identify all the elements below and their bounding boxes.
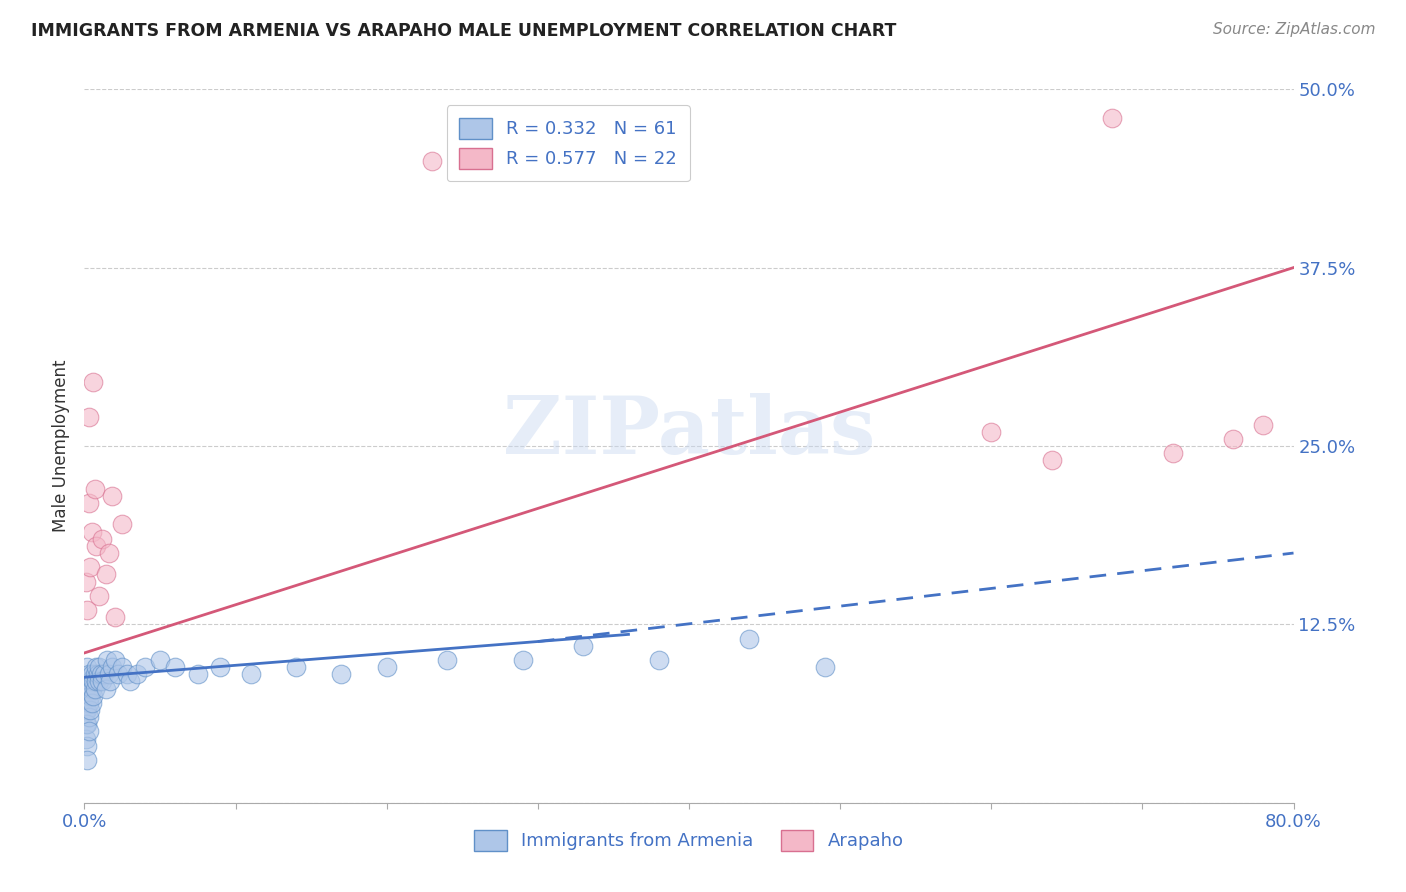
Point xyxy=(79,703,101,717)
Point xyxy=(1101,111,1123,125)
Point xyxy=(77,696,100,710)
Point xyxy=(134,660,156,674)
Point xyxy=(80,524,103,539)
Point xyxy=(76,689,98,703)
Point xyxy=(79,689,101,703)
Point xyxy=(375,660,398,674)
Point xyxy=(107,667,129,681)
Point xyxy=(512,653,534,667)
Point xyxy=(84,681,107,696)
Point xyxy=(165,660,187,674)
Point xyxy=(93,667,115,681)
Point xyxy=(76,739,98,753)
Point xyxy=(94,567,117,582)
Point xyxy=(82,674,104,689)
Point xyxy=(76,753,98,767)
Point xyxy=(89,589,111,603)
Point xyxy=(77,724,100,739)
Point xyxy=(104,610,127,624)
Point xyxy=(82,689,104,703)
Point xyxy=(76,703,98,717)
Point xyxy=(94,681,117,696)
Point xyxy=(77,710,100,724)
Point xyxy=(75,731,97,746)
Text: Source: ZipAtlas.com: Source: ZipAtlas.com xyxy=(1212,22,1375,37)
Point xyxy=(87,667,110,681)
Y-axis label: Male Unemployment: Male Unemployment xyxy=(52,359,70,533)
Point xyxy=(1253,417,1275,432)
Point xyxy=(77,667,100,681)
Point xyxy=(420,153,443,168)
Point xyxy=(118,674,141,689)
Point xyxy=(91,674,114,689)
Point xyxy=(1161,446,1184,460)
Point xyxy=(79,674,101,689)
Point xyxy=(104,653,127,667)
Point xyxy=(75,717,97,731)
Point xyxy=(80,681,103,696)
Point xyxy=(187,667,209,681)
Point xyxy=(149,653,172,667)
Point xyxy=(89,660,111,674)
Point xyxy=(127,667,149,681)
Point xyxy=(98,674,121,689)
Point xyxy=(97,546,120,560)
Point xyxy=(79,560,101,574)
Point xyxy=(239,667,262,681)
Point xyxy=(285,660,308,674)
Point xyxy=(76,603,98,617)
Point xyxy=(84,667,107,681)
Text: IMMIGRANTS FROM ARMENIA VS ARAPAHO MALE UNEMPLOYMENT CORRELATION CHART: IMMIGRANTS FROM ARMENIA VS ARAPAHO MALE … xyxy=(31,22,896,40)
Point xyxy=(330,667,353,681)
Point xyxy=(115,667,138,681)
Point xyxy=(100,660,122,674)
Point xyxy=(75,674,97,689)
Point xyxy=(91,532,114,546)
Point xyxy=(100,489,122,503)
Point xyxy=(738,632,761,646)
Point xyxy=(648,653,671,667)
Point xyxy=(80,696,103,710)
Point xyxy=(86,539,108,553)
Point xyxy=(436,653,458,667)
Point xyxy=(77,410,100,425)
Point xyxy=(980,425,1002,439)
Legend: Immigrants from Armenia, Arapaho: Immigrants from Armenia, Arapaho xyxy=(467,822,911,858)
Text: ZIPatlas: ZIPatlas xyxy=(503,392,875,471)
Point xyxy=(77,496,100,510)
Point xyxy=(84,482,107,496)
Point xyxy=(111,660,134,674)
Point xyxy=(96,653,118,667)
Point xyxy=(1222,432,1244,446)
Point xyxy=(80,667,103,681)
Point xyxy=(97,667,120,681)
Point xyxy=(76,674,98,689)
Point xyxy=(86,660,108,674)
Point xyxy=(75,703,97,717)
Point xyxy=(75,689,97,703)
Point xyxy=(111,517,134,532)
Point xyxy=(86,674,108,689)
Point xyxy=(90,667,112,681)
Point xyxy=(1040,453,1063,467)
Point xyxy=(814,660,837,674)
Point xyxy=(82,375,104,389)
Point xyxy=(77,681,100,696)
Point xyxy=(89,674,111,689)
Point xyxy=(76,660,98,674)
Point xyxy=(209,660,232,674)
Point xyxy=(75,574,97,589)
Point xyxy=(76,717,98,731)
Point xyxy=(572,639,595,653)
